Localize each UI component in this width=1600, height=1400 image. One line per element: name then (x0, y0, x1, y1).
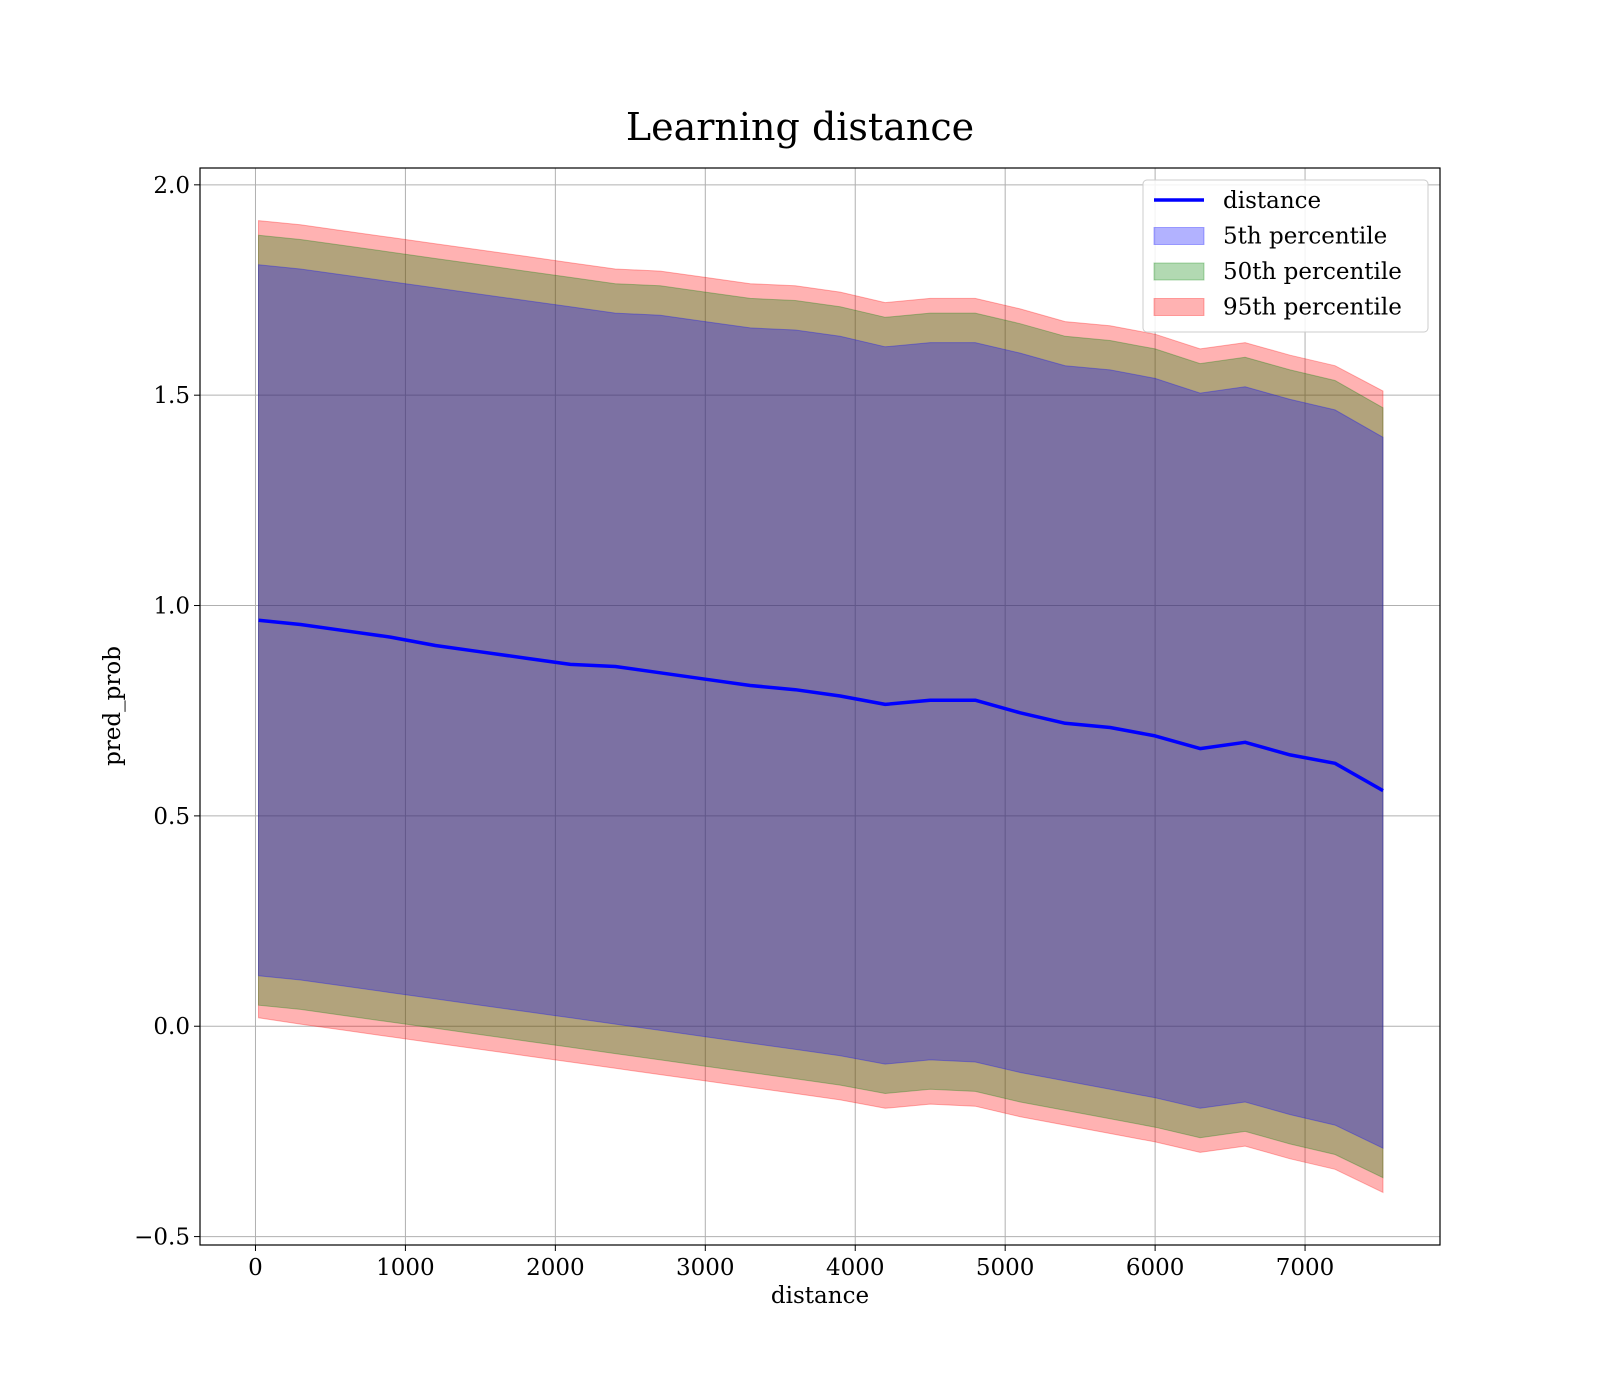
x-tick-label-6: 6000 (1126, 1255, 1185, 1281)
y-tick-label-5: 2.0 (153, 173, 190, 199)
x-tick-label-3: 3000 (676, 1255, 735, 1281)
legend-label-95th-percentile: 95th percentile (1223, 295, 1402, 321)
legend-box (1142, 179, 1429, 333)
x-tick-label-1: 1000 (376, 1255, 435, 1281)
y-tick-label-0: −0.5 (134, 1225, 190, 1251)
series-lines (258, 618, 1384, 793)
y-tick-label-4: 1.5 (153, 383, 190, 409)
x-axis-ticks: 0 1000 2000 3000 4000 5000 6000 7000 (248, 1245, 1334, 1281)
x-tick-label-4: 4000 (826, 1255, 885, 1281)
x-axis-label: distance (771, 1283, 869, 1309)
band-95th-percentile (258, 220, 1384, 1194)
legend-label-50th-percentile: 50th percentile (1223, 259, 1402, 285)
y-tick-label-2: 0.5 (153, 804, 190, 830)
percentile-bands (258, 220, 1384, 1194)
y-tick-label-3: 1.0 (153, 594, 190, 620)
x-tick-label-2: 2000 (526, 1255, 585, 1281)
legend-swatch-5th-percentile (1153, 227, 1205, 245)
x-tick-label-7: 7000 (1276, 1255, 1335, 1281)
y-tick-label-1: 0.0 (153, 1014, 190, 1040)
legend-label-5th-percentile: 5th percentile (1223, 224, 1387, 250)
line-distance (258, 618, 1384, 793)
x-tick-label-0: 0 (248, 1255, 263, 1281)
legend-swatch-95th-percentile (1153, 298, 1205, 316)
chart-title: Learning distance (626, 105, 974, 149)
y-axis-label: pred_prob (100, 646, 126, 766)
legend-swatch-50th-percentile (1153, 262, 1205, 281)
grid (200, 168, 1440, 1245)
legend[interactable]: distance 5th percentile 50th percentile 95t… (1142, 179, 1429, 333)
x-tick-label-5: 5000 (976, 1255, 1035, 1281)
legend-label-distance: distance (1223, 188, 1321, 214)
band-5th-percentile (258, 264, 1384, 1149)
y-axis-ticks: −0.5 0.0 0.5 1.0 1.5 2.0 (134, 173, 200, 1251)
band-50th-percentile (258, 234, 1384, 1179)
plot-frame (199, 167, 1441, 1246)
